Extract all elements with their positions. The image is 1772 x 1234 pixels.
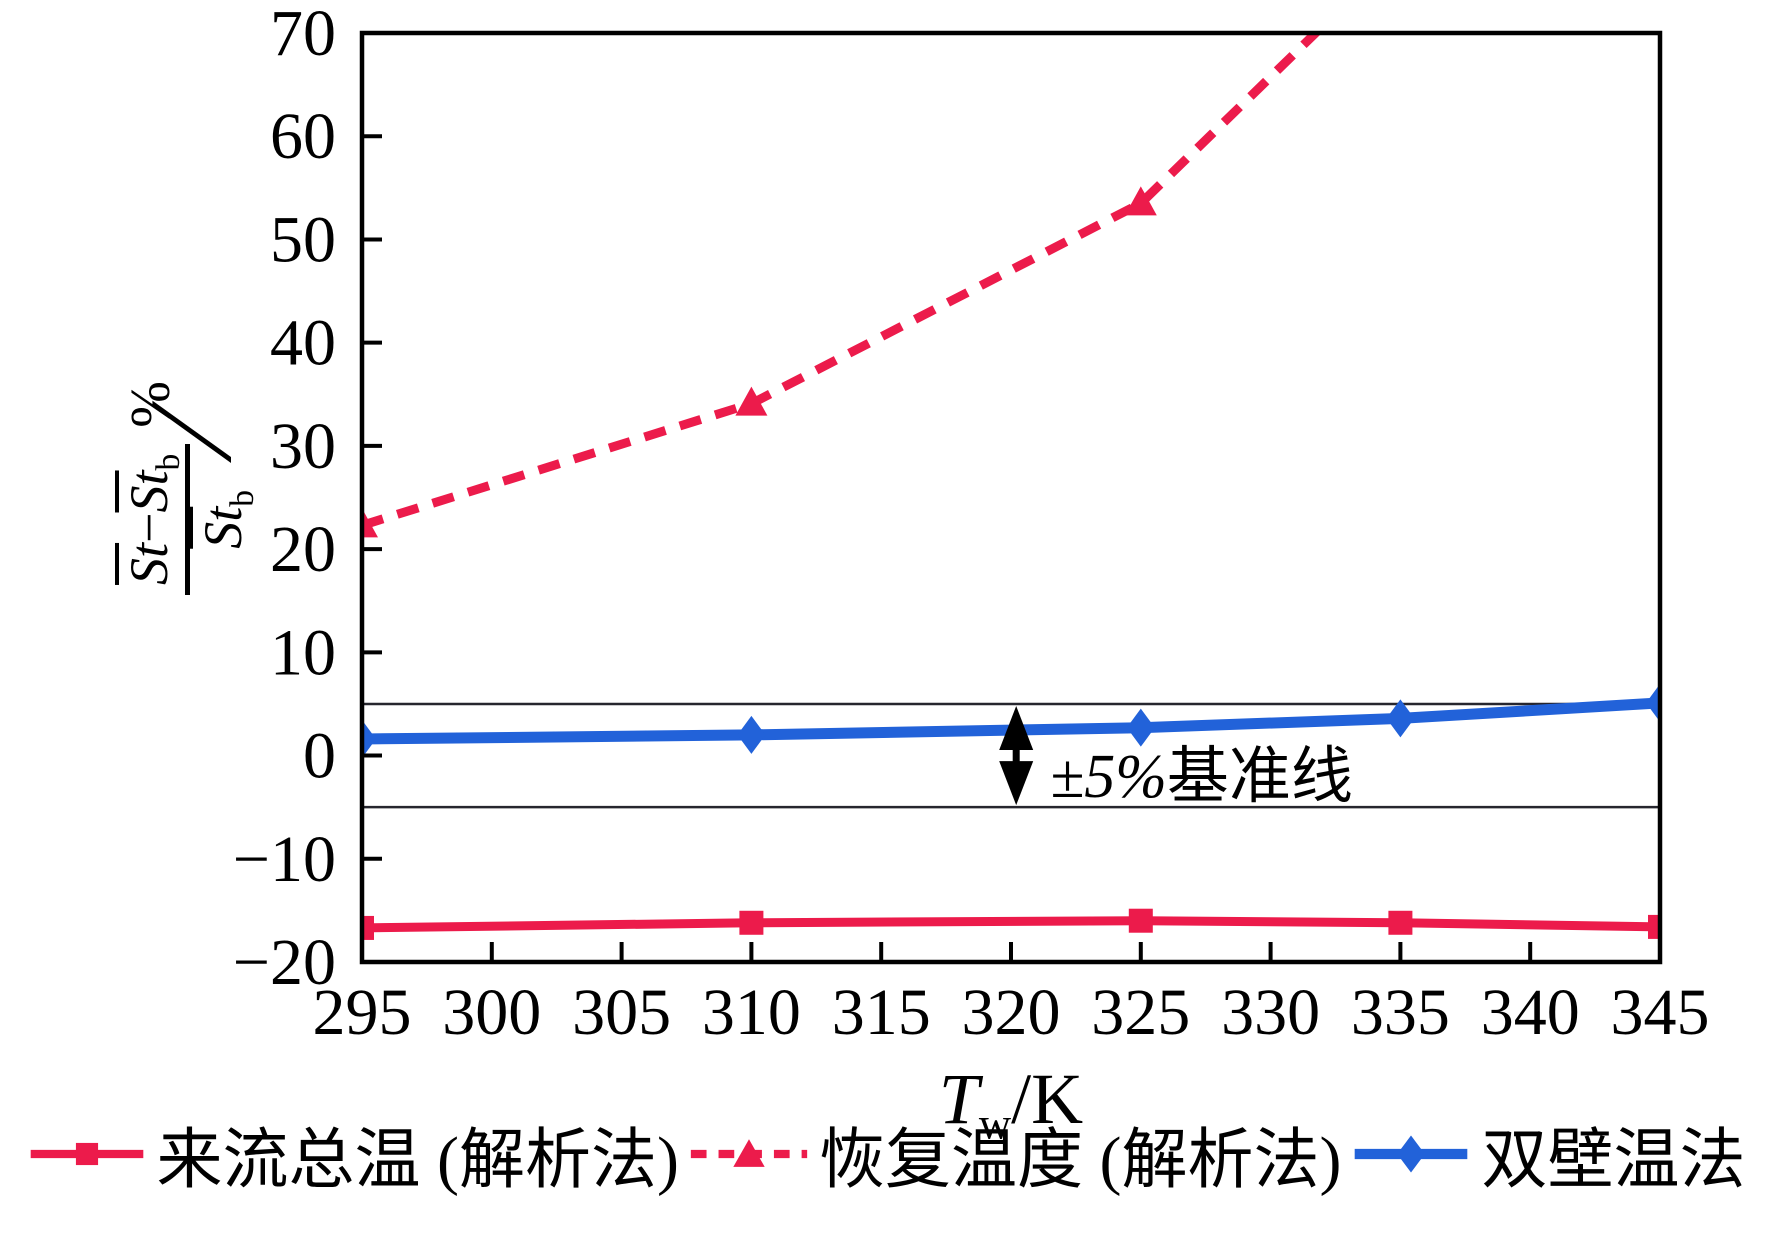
x-tick-label: 325 xyxy=(1091,976,1190,1049)
y-tick-label: 30 xyxy=(270,410,336,483)
marker-triangle xyxy=(362,508,378,538)
legend-item-double-wall-temp: 双壁温法 xyxy=(1351,1106,1745,1202)
y-tick-label: 40 xyxy=(270,307,336,380)
fraction-numerator: St−Stb xyxy=(118,443,190,595)
legend-swatch-solid-diamond-icon xyxy=(1355,1135,1468,1173)
percent-sign: % xyxy=(120,381,182,428)
marker-diamond xyxy=(737,715,766,754)
series-line-0 xyxy=(362,916,1660,933)
marker-diamond xyxy=(362,720,376,759)
y-tick-label: −10 xyxy=(233,823,336,896)
x-tick-label: 315 xyxy=(832,976,931,1049)
legend: 来流总温 (解析法) 恢复温度 (解析法) 双壁温法 xyxy=(0,1106,1772,1202)
axes-box xyxy=(359,30,1663,965)
y-axis-label: St−Stb Stb ∕ % xyxy=(95,288,275,688)
marker-triangle xyxy=(735,386,768,416)
x-tick-label: 310 xyxy=(702,976,801,1049)
marker-diamond xyxy=(1646,683,1660,722)
series-line-1 xyxy=(362,33,1323,530)
legend-swatch-dashed-triangle-icon xyxy=(690,1139,808,1167)
marker-square xyxy=(1388,910,1413,935)
legend-label: 恢复温度 (解析法) xyxy=(819,1124,1342,1197)
marker-square xyxy=(362,915,374,940)
y-tick-label: 50 xyxy=(270,203,336,276)
x-tick-label: 335 xyxy=(1351,976,1450,1049)
marker-square xyxy=(739,910,764,935)
y-tick-label: 60 xyxy=(270,100,336,173)
x-tick-label: 345 xyxy=(1611,976,1710,1049)
baseline-annotation: ±5%基准线 xyxy=(1050,743,1353,811)
legend-label: 来流总温 (解析法) xyxy=(156,1124,679,1197)
marker-square xyxy=(1648,914,1660,939)
marker-square xyxy=(1128,908,1153,933)
marker-diamond xyxy=(1126,708,1155,747)
marker-triangle xyxy=(1124,186,1157,216)
series-1 xyxy=(362,33,1323,538)
x-tick-label: 300 xyxy=(442,976,541,1049)
legend-item-incoming-total-temp: 来流总温 (解析法) xyxy=(27,1106,679,1202)
fraction-denominator: Stb xyxy=(192,489,261,549)
arrow-head-down-icon xyxy=(999,761,1034,806)
marker-diamond xyxy=(1386,699,1415,738)
legend-label: 双壁温法 xyxy=(1481,1124,1746,1197)
legend-item-recovery-temp: 恢复温度 (解析法) xyxy=(689,1106,1341,1202)
x-tick-label: 330 xyxy=(1221,976,1320,1049)
x-axis-label: Tw/K xyxy=(938,1059,1084,1149)
x-tick-label: 340 xyxy=(1481,976,1580,1049)
y-tick-label: 20 xyxy=(270,513,336,586)
y-tick-label: −20 xyxy=(233,926,336,999)
arrow-head-up-icon xyxy=(999,705,1034,750)
x-tick-label: 305 xyxy=(572,976,671,1049)
series-0 xyxy=(362,908,1660,940)
legend-swatch-solid-square-icon xyxy=(30,1142,143,1166)
y-axis-fraction: St−Stb Stb xyxy=(118,443,261,595)
y-tick-label: 70 xyxy=(270,0,336,70)
x-tick-label: 320 xyxy=(962,976,1061,1049)
x-tick-label: 295 xyxy=(313,976,412,1049)
y-tick-label: 10 xyxy=(270,616,336,689)
y-tick-label: 0 xyxy=(303,720,336,793)
series-2 xyxy=(362,683,1660,759)
